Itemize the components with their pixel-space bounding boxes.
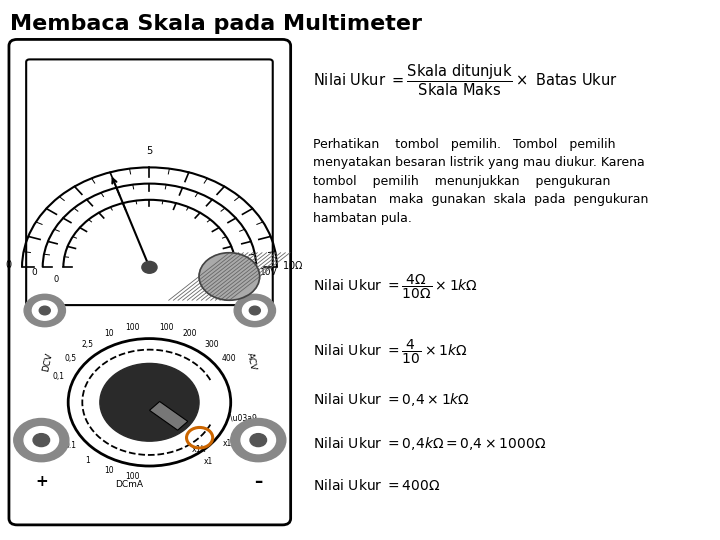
Text: 400: 400 (221, 354, 235, 363)
Circle shape (40, 306, 50, 315)
Text: Perhatikan    tombol   pemilih.   Tombol   pemilih
menyatakan besaran listrik ya: Perhatikan tombol pemilih. Tombol pemili… (313, 138, 649, 225)
Text: 10$\Omega$: 10$\Omega$ (282, 259, 304, 271)
Text: 0: 0 (54, 275, 59, 284)
Text: 0,5: 0,5 (64, 354, 76, 363)
Text: 5: 5 (146, 145, 153, 156)
Circle shape (241, 427, 276, 454)
Text: 100: 100 (125, 472, 140, 481)
Text: DCV: DCV (41, 352, 54, 372)
Circle shape (33, 434, 50, 447)
Circle shape (249, 306, 261, 315)
Text: x1: x1 (204, 457, 213, 467)
Circle shape (142, 261, 157, 273)
Circle shape (14, 418, 69, 462)
Text: 10: 10 (104, 467, 114, 475)
Text: Nilai Ukur $= \dfrac{\mathrm{Skala\ ditunjuk}}{\mathrm{Skala\ Maks}} \times$ Bat: Nilai Ukur $= \dfrac{\mathrm{Skala\ ditu… (313, 62, 618, 98)
Text: Membaca Skala pada Multimeter: Membaca Skala pada Multimeter (10, 14, 423, 33)
Text: 200: 200 (183, 329, 197, 338)
Text: x10: x10 (223, 439, 238, 448)
FancyBboxPatch shape (9, 39, 291, 525)
Circle shape (243, 301, 267, 320)
Text: 10: 10 (104, 329, 114, 338)
FancyBboxPatch shape (26, 59, 273, 305)
Text: 0,1: 0,1 (53, 372, 65, 381)
Text: 0.1: 0.1 (65, 441, 76, 450)
Polygon shape (150, 402, 188, 430)
Text: +: + (35, 474, 48, 489)
Text: 1: 1 (85, 456, 90, 465)
Text: 2,5: 2,5 (81, 340, 94, 349)
Circle shape (199, 253, 260, 300)
Text: 0: 0 (6, 260, 12, 269)
Text: ACV: ACV (245, 352, 258, 372)
Circle shape (24, 294, 66, 327)
Text: 0: 0 (32, 268, 37, 277)
Text: x1k: x1k (192, 446, 207, 454)
Text: 100: 100 (159, 323, 174, 332)
Text: Nilai Ukur $= 0{,}4 \times 1k\Omega$: Nilai Ukur $= 0{,}4 \times 1k\Omega$ (313, 392, 470, 408)
Text: Nilai Ukur $= \dfrac{4}{10} \times 1k\Omega$: Nilai Ukur $= \dfrac{4}{10} \times 1k\Om… (313, 338, 468, 366)
Text: –: – (254, 472, 262, 491)
Circle shape (100, 363, 199, 441)
Circle shape (24, 427, 58, 454)
Circle shape (234, 294, 276, 327)
Text: 1mA: 1mA (239, 275, 258, 284)
Circle shape (230, 418, 286, 462)
Text: \u03a9: \u03a9 (230, 414, 257, 422)
Text: Nilai Ukur $= 0{,}4k\Omega = 0{,}4 \times 1000\Omega$: Nilai Ukur $= 0{,}4k\Omega = 0{,}4 \time… (313, 435, 546, 451)
Text: Nilai Ukur $= \dfrac{4\Omega}{10\Omega} \times 1k\Omega$: Nilai Ukur $= \dfrac{4\Omega}{10\Omega} … (313, 273, 478, 301)
Text: DCmA: DCmA (114, 480, 143, 489)
Circle shape (32, 301, 57, 320)
Text: Nilai Ukur $= 400\Omega$: Nilai Ukur $= 400\Omega$ (313, 478, 441, 493)
Circle shape (250, 434, 266, 447)
Text: 300: 300 (204, 340, 219, 349)
Text: 100: 100 (125, 323, 140, 332)
Text: 10V: 10V (261, 268, 278, 277)
